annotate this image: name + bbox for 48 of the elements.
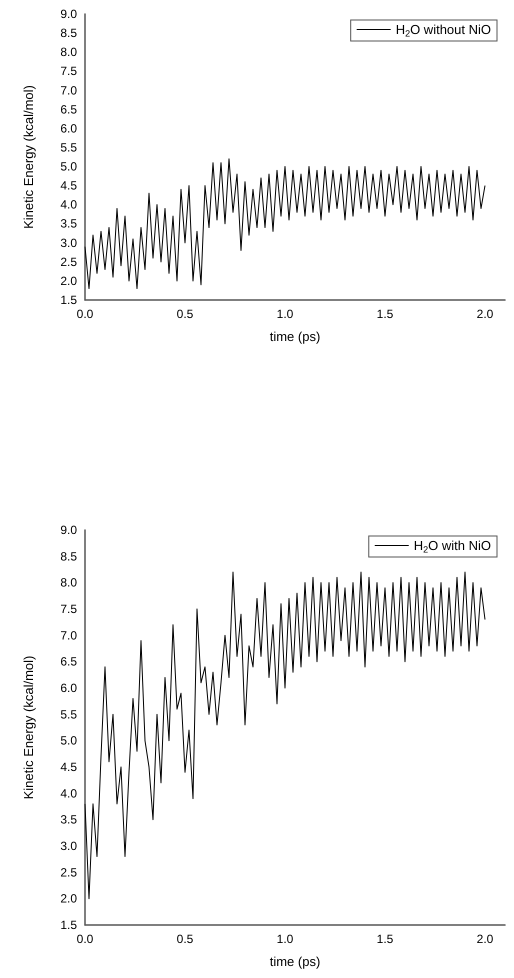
y-tick-label: 5.0	[60, 160, 78, 174]
y-tick-label: 7.0	[60, 628, 78, 642]
y-axis-title: Kinetic Energy (kcal/mol)	[21, 656, 36, 800]
y-tick-label: 2.5	[60, 865, 78, 880]
y-tick-label: 4.0	[60, 786, 78, 800]
y-tick-label: 7.5	[60, 64, 78, 78]
x-tick-label: 1.0	[276, 307, 294, 321]
x-tick-label: 0.0	[76, 932, 94, 946]
x-tick-label: 0.0	[76, 307, 94, 321]
y-tick-label: 6.5	[60, 102, 78, 116]
y-tick-label: 6.5	[60, 654, 78, 669]
y-tick-label: 5.5	[60, 707, 78, 722]
x-tick-label: 1.5	[376, 932, 394, 946]
y-axis-title: Kinetic Energy (kcal/mol)	[21, 85, 36, 229]
y-tick-label: 6.0	[60, 681, 78, 695]
y-tick-label: 5.5	[60, 140, 78, 154]
y-tick-label: 2.5	[60, 254, 78, 269]
y-tick-label: 3.5	[60, 812, 78, 827]
y-tick-label: 7.0	[60, 83, 78, 98]
line-series	[84, 158, 486, 290]
x-tick-label: 1.0	[276, 932, 294, 946]
y-tick-label: 5.0	[60, 734, 78, 748]
line-series	[84, 572, 486, 900]
x-tick-label: 1.5	[376, 307, 394, 321]
x-tick-label: 2.0	[476, 932, 494, 946]
y-tick-label: 8.5	[60, 549, 78, 564]
y-tick-label: 9.0	[60, 7, 78, 21]
y-tick-label: 8.0	[60, 45, 78, 60]
y-tick-label: 3.5	[60, 216, 78, 231]
y-tick-label: 1.5	[60, 293, 78, 307]
x-tick-label: 2.0	[476, 307, 494, 321]
y-tick-label: 4.0	[60, 198, 78, 212]
y-tick-label: 3.0	[60, 236, 78, 250]
x-tick-label: 0.5	[176, 307, 194, 321]
y-tick-label: 2.0	[60, 274, 78, 288]
y-tick-label: 8.5	[60, 26, 78, 40]
y-tick-label: 4.5	[60, 178, 78, 193]
y-tick-label: 9.0	[60, 523, 78, 537]
y-tick-label: 6.0	[60, 121, 78, 136]
y-tick-label: 4.5	[60, 760, 78, 774]
x-axis-title: time (ps)	[270, 954, 320, 969]
y-tick-label: 8.0	[60, 576, 78, 590]
x-axis-title: time (ps)	[270, 329, 320, 344]
y-tick-label: 2.0	[60, 892, 78, 906]
y-tick-label: 3.0	[60, 839, 78, 853]
x-tick-label: 0.5	[176, 932, 194, 946]
y-tick-label: 1.5	[60, 918, 78, 932]
y-tick-label: 7.5	[60, 602, 78, 616]
